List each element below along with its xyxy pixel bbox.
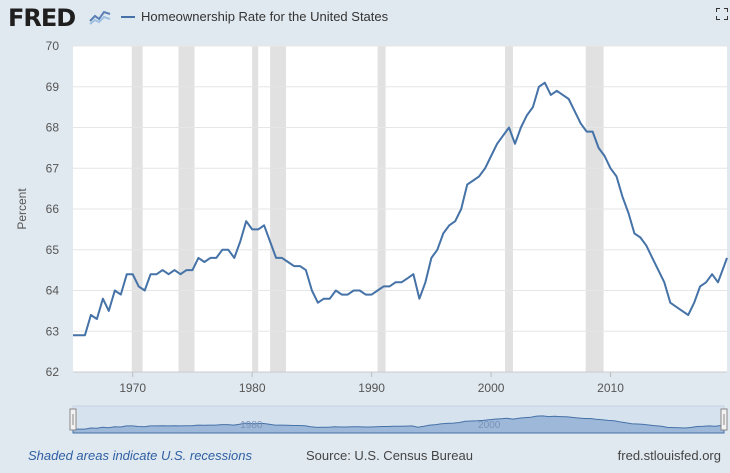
fred-logo[interactable]: FRED bbox=[8, 4, 76, 32]
y-axis-label: Percent bbox=[15, 188, 29, 230]
y-tick-label: 65 bbox=[46, 243, 60, 257]
chart-footer: Shaded areas indicate U.S. recessions So… bbox=[0, 440, 730, 473]
y-tick-label: 64 bbox=[46, 284, 60, 298]
x-tick-label: 2010 bbox=[597, 381, 624, 395]
x-tick-label: 1970 bbox=[119, 381, 146, 395]
y-tick-label: 66 bbox=[46, 202, 60, 216]
chart-plot: 62 63 64 65 66 67 68 69 70 1970 1980 1990 2000 2010 Pe… bbox=[15, 39, 728, 434]
chart-line-icon bbox=[89, 7, 111, 25]
y-tick-label: 69 bbox=[46, 80, 60, 94]
y-tick-label: 62 bbox=[46, 365, 60, 379]
series-line bbox=[73, 81, 728, 337]
navigator-area bbox=[72, 415, 725, 434]
source-text: Source: U.S. Census Bureau bbox=[306, 448, 473, 463]
x-tick-label: 2000 bbox=[478, 381, 505, 395]
legend-label: Homeownership Rate for the United States bbox=[141, 9, 389, 24]
x-tick-label: 1990 bbox=[358, 381, 385, 395]
y-tick-label: 68 bbox=[46, 121, 60, 135]
navigator-label: 1980 bbox=[240, 420, 263, 431]
chart-legend: Homeownership Rate for the United States bbox=[121, 9, 388, 24]
legend-swatch bbox=[121, 15, 135, 18]
y-tick-label: 63 bbox=[46, 324, 60, 338]
x-tick-label: 1980 bbox=[239, 381, 266, 395]
fred-url-link[interactable]: fred.stlouisfed.org bbox=[617, 448, 721, 463]
y-tick-label: 67 bbox=[46, 161, 60, 175]
recession-note: Shaded areas indicate U.S. recessions bbox=[28, 448, 253, 463]
navigator-label: 2000 bbox=[478, 420, 501, 431]
y-tick-label: 70 bbox=[46, 39, 60, 53]
fullscreen-icon[interactable] bbox=[716, 8, 728, 20]
chart-header: FRED Homeownership Rate for the United S… bbox=[0, 0, 730, 34]
